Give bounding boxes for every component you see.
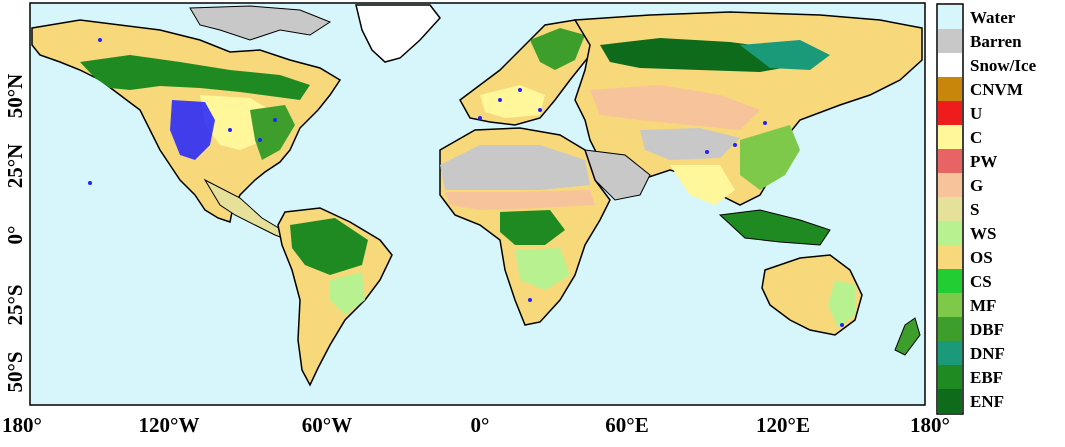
lon-label-60e: 60°E bbox=[605, 413, 648, 437]
legend-swatch-enf bbox=[938, 389, 962, 413]
site-marker bbox=[840, 323, 844, 327]
site-marker bbox=[273, 118, 277, 122]
legend-swatch-ebf bbox=[938, 365, 962, 389]
legend-swatch-barren bbox=[938, 29, 962, 53]
map-panel bbox=[29, 2, 926, 406]
legend-swatch-c bbox=[938, 125, 962, 149]
us-cropland bbox=[200, 95, 270, 150]
legend-label-cs: CS bbox=[970, 272, 992, 291]
greenland-landmass bbox=[355, 4, 441, 63]
legend-swatch-pw bbox=[938, 149, 962, 173]
legend-label-pw: PW bbox=[970, 152, 997, 171]
site-marker bbox=[258, 138, 262, 142]
legend-label-c: C bbox=[970, 128, 982, 147]
lon-label-0: 0° bbox=[471, 413, 490, 437]
site-markers bbox=[88, 38, 844, 327]
legend-label-dnf: DNF bbox=[970, 344, 1005, 363]
china-cropland bbox=[740, 125, 800, 190]
arctic-islands bbox=[189, 5, 332, 41]
site-marker bbox=[528, 298, 532, 302]
legend-swatch-snow-ice bbox=[938, 53, 962, 77]
lon-label-60w: 60°W bbox=[302, 413, 352, 437]
lon-label-180w: 180° bbox=[2, 413, 42, 437]
lat-label-0: 0° bbox=[3, 226, 27, 245]
legend-label-barren: Barren bbox=[970, 32, 1022, 51]
lat-label-50s: 50°S bbox=[3, 351, 27, 392]
legend-swatch-water bbox=[938, 5, 962, 29]
western-us-sites bbox=[170, 100, 215, 160]
legend-swatch-os bbox=[938, 245, 962, 269]
legend-swatch-dbf bbox=[938, 317, 962, 341]
legend-label-ebf: EBF bbox=[970, 368, 1003, 387]
longitude-axis: 180° 120°W 60°W 0° 60°E 120°E 180° bbox=[2, 413, 950, 437]
site-marker bbox=[733, 143, 737, 147]
europe-cropland bbox=[480, 85, 545, 118]
scandinavia-forest bbox=[530, 28, 585, 70]
legend-label-s: S bbox=[970, 200, 979, 219]
congo-forest bbox=[500, 210, 565, 245]
indonesia-islands bbox=[718, 209, 831, 246]
south-asia-cropland bbox=[670, 165, 735, 205]
australia-east-forest bbox=[828, 280, 855, 328]
legend-swatch-ws bbox=[938, 221, 962, 245]
larch-forest bbox=[740, 40, 830, 70]
legend: Water Barren Snow/Ice CNVM UC PW GS WS OS CS MF DBF… bbox=[936, 3, 1037, 415]
south-america-savanna bbox=[330, 272, 365, 315]
lat-label-25n: 25°N bbox=[3, 144, 27, 189]
southern-africa-savanna bbox=[515, 248, 570, 290]
legend-swatch-dnf bbox=[938, 341, 962, 365]
amazon-forest bbox=[290, 218, 368, 275]
site-marker bbox=[763, 121, 767, 125]
legend-frame bbox=[936, 3, 964, 415]
legend-label-g: G bbox=[970, 176, 983, 195]
site-marker bbox=[498, 98, 502, 102]
legend-swatch-mf bbox=[938, 293, 962, 317]
sahel-grassland bbox=[445, 190, 595, 210]
legend-label-snow-ice: Snow/Ice bbox=[970, 56, 1037, 75]
central-asia-grassland bbox=[590, 85, 760, 130]
sahara-barren bbox=[440, 145, 590, 190]
legend-label-os: OS bbox=[970, 248, 993, 267]
site-marker bbox=[478, 116, 482, 120]
legend-label-enf: ENF bbox=[970, 392, 1004, 411]
site-marker bbox=[705, 150, 709, 154]
lon-label-120e: 120°E bbox=[756, 413, 810, 437]
gobi-barren bbox=[640, 128, 740, 160]
latitude-axis: 50°N 25°N 0° 25°S 50°S bbox=[3, 74, 27, 393]
legend-label-water: Water bbox=[970, 8, 1016, 27]
lon-label-180e: 180° bbox=[910, 413, 950, 437]
site-marker bbox=[228, 128, 232, 132]
eastern-us-forest bbox=[250, 105, 295, 160]
legend-swatch-cs bbox=[938, 269, 962, 293]
new-zealand bbox=[894, 317, 921, 356]
legend-label-mf: MF bbox=[970, 296, 996, 315]
lon-label-120w: 120°W bbox=[139, 413, 200, 437]
legend-swatch-s bbox=[938, 197, 962, 221]
lat-label-25s: 25°S bbox=[3, 284, 27, 325]
lat-label-50n: 50°N bbox=[3, 74, 27, 119]
site-marker bbox=[538, 108, 542, 112]
north-america-forest bbox=[80, 55, 310, 100]
site-marker bbox=[518, 88, 522, 92]
legend-label-u: U bbox=[970, 104, 982, 123]
site-marker bbox=[88, 181, 92, 185]
legend-swatch-g bbox=[938, 173, 962, 197]
legend-swatch-u bbox=[938, 101, 962, 125]
site-marker bbox=[98, 38, 102, 42]
legend-label-dbf: DBF bbox=[970, 320, 1004, 339]
legend-label-ws: WS bbox=[970, 224, 996, 243]
legend-label-cnvm: CNVM bbox=[970, 80, 1023, 99]
legend-swatch-cnvm bbox=[938, 77, 962, 101]
